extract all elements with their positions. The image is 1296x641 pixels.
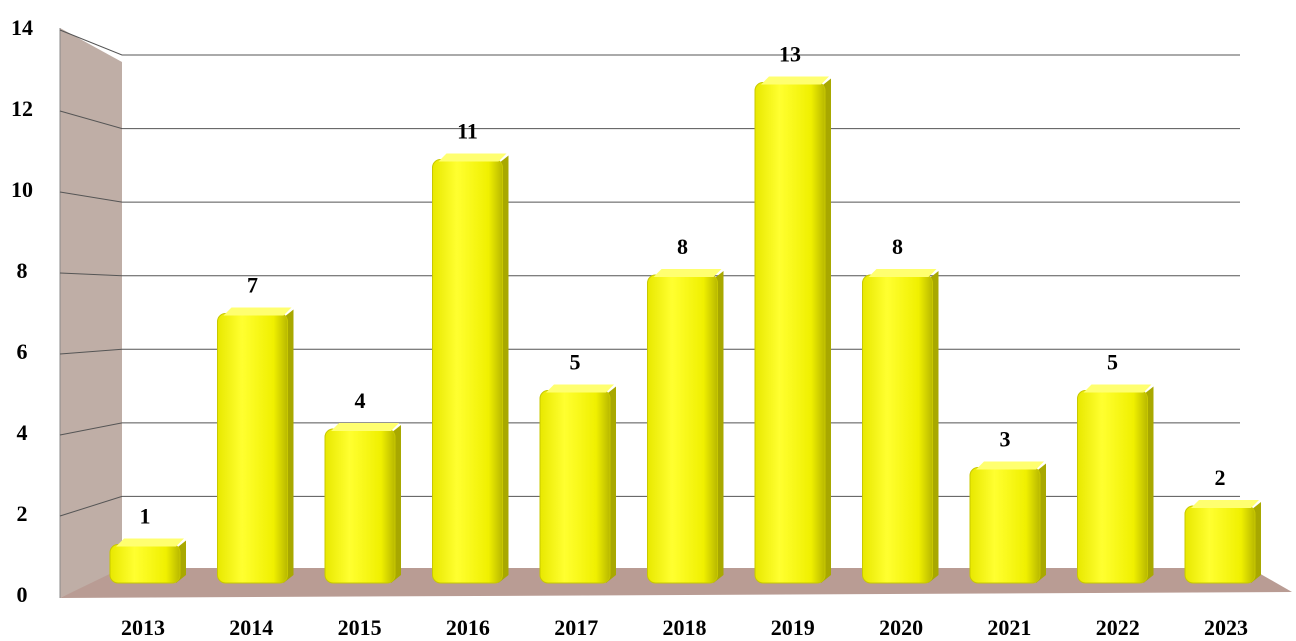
bar-group	[539, 384, 616, 584]
bar	[862, 274, 933, 584]
y-tick-label: 10	[11, 177, 33, 202]
bar-top	[653, 269, 722, 277]
bar-group	[432, 153, 509, 584]
bar-group	[324, 423, 401, 584]
side-wall	[60, 28, 122, 598]
data-label: 13	[779, 42, 801, 67]
x-tick-label: 2020	[879, 615, 923, 640]
data-label: 5	[1107, 350, 1118, 375]
bar	[1077, 390, 1148, 584]
x-tick-label: 2023	[1204, 615, 1248, 640]
bar-group	[1184, 500, 1261, 584]
bar	[109, 544, 181, 584]
bar	[1184, 505, 1256, 584]
data-label: 11	[457, 119, 478, 144]
data-label: 8	[892, 234, 903, 259]
y-tick-label: 12	[11, 96, 33, 121]
data-label: 2	[1215, 465, 1226, 490]
bar-top	[546, 384, 614, 393]
grid-line	[59, 272, 1240, 277]
bar-top	[1083, 384, 1152, 393]
data-label: 7	[247, 273, 258, 298]
bar-top	[761, 76, 829, 85]
bar	[969, 467, 1041, 584]
bar	[539, 390, 611, 584]
bar-group	[754, 76, 831, 584]
bar	[217, 313, 288, 584]
x-tick-label: 2017	[554, 615, 598, 640]
data-label: 3	[1000, 427, 1011, 452]
bar-top	[1191, 500, 1259, 508]
grid-line	[59, 191, 1240, 203]
bar-group	[217, 307, 294, 584]
bar-group	[647, 269, 724, 584]
x-tick-label: 2019	[771, 615, 815, 640]
bar-top	[331, 423, 399, 431]
data-label: 4	[355, 388, 366, 413]
bar	[754, 82, 826, 584]
x-tick-label: 2015	[338, 615, 382, 640]
bar-top	[438, 153, 507, 162]
x-tick-label: 2021	[987, 615, 1031, 640]
bar-group	[109, 538, 186, 584]
y-tick-label: 8	[17, 258, 28, 283]
data-label: 8	[677, 234, 688, 259]
y-tick-label: 6	[17, 339, 28, 364]
bar-group	[862, 269, 939, 584]
bar-top	[976, 461, 1044, 470]
y-tick-label: 2	[17, 501, 28, 526]
bar-group	[1077, 384, 1154, 584]
bar-group	[969, 461, 1046, 584]
x-tick-label: 2016	[446, 615, 490, 640]
y-tick-label: 4	[17, 420, 28, 445]
x-tick-label: 2014	[229, 615, 273, 640]
data-label: 1	[140, 504, 151, 529]
x-tick-label: 2013	[121, 615, 165, 640]
y-tick-label: 0	[17, 582, 28, 607]
bar-top	[223, 307, 292, 316]
bar	[647, 274, 718, 584]
x-tick-label: 2022	[1096, 615, 1140, 640]
y-tick-label: 14	[11, 15, 33, 40]
bar	[324, 428, 396, 584]
bar-top	[116, 538, 184, 547]
grid-line	[59, 29, 1240, 56]
bar	[432, 159, 503, 584]
data-label: 5	[570, 350, 581, 375]
x-tick-label: 2018	[663, 615, 707, 640]
grid-line	[59, 110, 1240, 130]
bar-top	[868, 269, 937, 277]
